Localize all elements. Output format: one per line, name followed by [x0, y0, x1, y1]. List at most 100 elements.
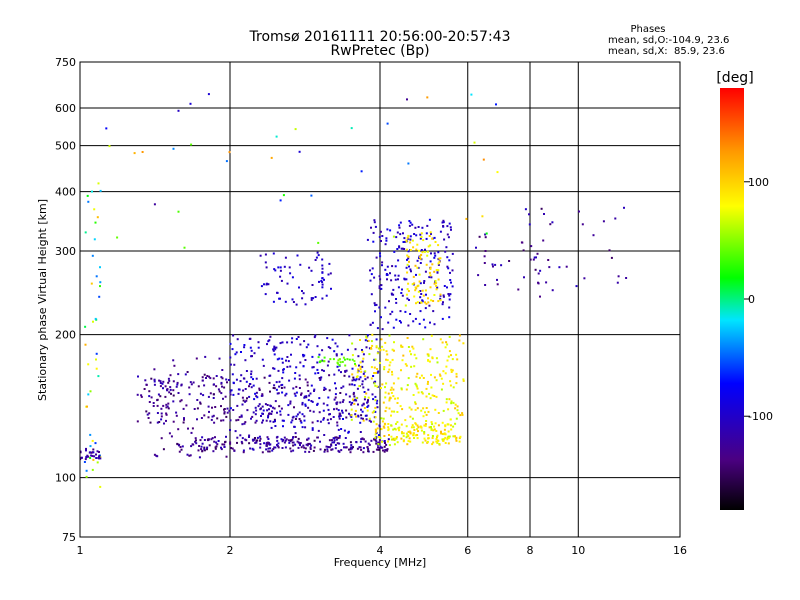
data-point [226, 407, 229, 410]
data-point [421, 441, 424, 444]
data-point [373, 221, 376, 224]
data-point [296, 413, 299, 416]
data-point [477, 274, 480, 277]
data-point [278, 357, 281, 360]
data-point [334, 396, 337, 399]
data-point [212, 377, 215, 380]
data-point [273, 347, 276, 350]
data-point [281, 357, 284, 360]
data-point [418, 322, 421, 325]
data-point [435, 357, 438, 360]
data-point [407, 257, 410, 260]
data-point [336, 345, 339, 348]
data-point [405, 425, 408, 428]
data-point [409, 268, 412, 271]
data-point [385, 273, 388, 276]
data-point [405, 240, 408, 243]
data-point [208, 375, 211, 378]
data-point [280, 438, 283, 441]
data-point [338, 364, 341, 367]
data-point [367, 448, 370, 450]
data-point [295, 385, 298, 388]
data-point [91, 190, 93, 193]
data-point [332, 416, 335, 418]
data-point [274, 269, 277, 272]
data-point [412, 432, 415, 435]
data-point [156, 412, 159, 414]
data-point [90, 451, 93, 454]
data-point [269, 443, 272, 446]
data-point [433, 270, 436, 273]
data-point [204, 355, 207, 358]
data-point [304, 404, 307, 407]
data-point [366, 401, 369, 404]
data-point [228, 409, 231, 412]
chart-subtitle: RwPretec (Bp) [330, 43, 429, 59]
data-point [376, 371, 379, 374]
data-point [282, 419, 285, 422]
data-point [89, 390, 92, 393]
data-point [398, 246, 401, 249]
data-point [425, 420, 428, 422]
data-point [310, 297, 313, 300]
data-point [299, 343, 302, 346]
data-point [327, 360, 330, 363]
data-point [406, 443, 409, 446]
colorbar [720, 88, 744, 510]
data-point [455, 372, 458, 375]
data-point [433, 294, 436, 296]
data-point [437, 439, 440, 442]
y-tick-label: 750 [55, 56, 76, 69]
data-point [198, 445, 201, 447]
data-point [99, 266, 101, 269]
data-point [157, 393, 160, 396]
data-point [372, 231, 375, 234]
data-point [565, 265, 568, 268]
data-point [320, 376, 323, 379]
data-point [447, 430, 450, 433]
data-point [156, 421, 159, 424]
data-point [304, 450, 307, 453]
data-point [267, 450, 270, 453]
data-point [265, 266, 268, 269]
data-point [439, 374, 442, 377]
data-point [160, 407, 163, 410]
data-point [439, 299, 442, 302]
data-point [223, 445, 226, 448]
data-point [437, 262, 440, 265]
data-point [314, 296, 317, 298]
data-point [337, 359, 340, 362]
data-point [217, 440, 220, 442]
data-point [348, 448, 350, 451]
data-point [272, 349, 275, 352]
data-point [398, 320, 401, 322]
colorbar-tick-label: 100 [748, 176, 769, 189]
data-point [246, 409, 249, 412]
data-point [99, 457, 102, 460]
data-point [420, 236, 423, 238]
data-point [196, 399, 199, 401]
data-point [80, 458, 82, 461]
data-point [378, 306, 381, 309]
data-point [459, 435, 462, 438]
data-point [370, 420, 372, 423]
data-point [418, 249, 420, 252]
data-point [237, 418, 240, 421]
data-point [425, 413, 428, 416]
data-point [223, 443, 226, 446]
data-point [148, 395, 151, 398]
data-point [420, 249, 423, 251]
data-point [331, 439, 333, 442]
data-point [336, 424, 339, 427]
data-point [98, 457, 100, 460]
data-point [254, 392, 257, 395]
data-point [290, 439, 293, 442]
data-point [418, 301, 421, 304]
data-point [87, 393, 90, 396]
data-point [301, 413, 304, 416]
data-point [240, 414, 243, 417]
data-point [175, 411, 178, 414]
data-point [276, 411, 278, 414]
data-point [376, 406, 379, 409]
data-point [235, 378, 238, 381]
